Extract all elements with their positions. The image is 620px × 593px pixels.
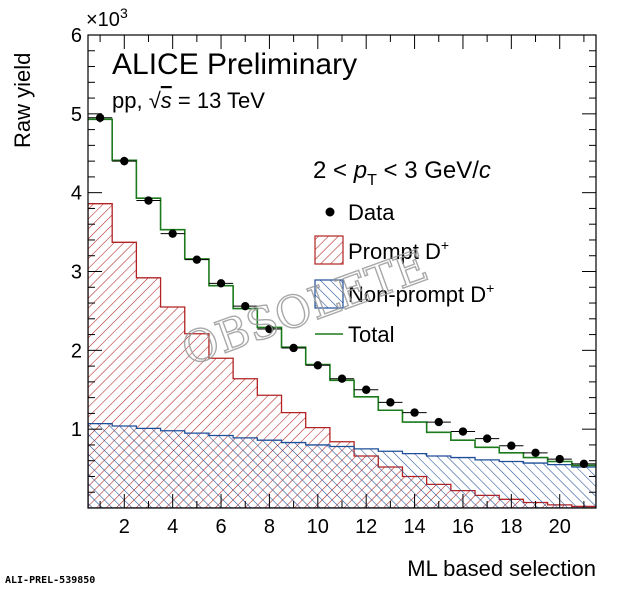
x-tick-label: 8 (264, 516, 275, 538)
data-point (329, 374, 355, 383)
data-point-marker (192, 255, 202, 264)
legend-nonprompt-label: Non-prompt D+ (348, 280, 494, 307)
data-point (88, 113, 113, 123)
data-point (499, 441, 524, 450)
data-point-marker (168, 229, 177, 238)
data-point (257, 324, 282, 334)
reference-id: ALI-PREL-539850 (5, 575, 96, 586)
x-tick-label: 18 (500, 516, 522, 538)
chart-title: ALICE Preliminary (112, 48, 357, 81)
data-point (402, 408, 427, 417)
x-tick-label: 6 (215, 516, 226, 538)
x-tick-label: 20 (549, 516, 571, 538)
y-tick-label: 2 (71, 340, 82, 362)
kinematic-range: 2 < pT < 3 GeV/c (313, 157, 491, 189)
series-layer (88, 113, 596, 508)
data-point-marker (579, 459, 589, 469)
data-point-marker (507, 441, 516, 450)
legend-item-nonprompt: Non-prompt D+ (314, 279, 494, 309)
data-point-marker (120, 156, 129, 166)
data-point-marker (216, 279, 226, 288)
legend-nonprompt-swatch (314, 279, 344, 309)
x-tick-label: 16 (452, 516, 474, 538)
legend-data-marker (325, 207, 335, 217)
data-point-marker (289, 343, 298, 353)
data-point-marker (531, 448, 540, 458)
x-axis-label: ML based selection (407, 556, 596, 581)
y-axis-label: Raw yield (10, 53, 35, 148)
data-point-marker (241, 301, 250, 311)
data-point (547, 454, 572, 464)
legend-item-total: Total (315, 322, 394, 347)
y-multiplier: ×103 (86, 5, 128, 31)
y-tick-label: 6 (71, 25, 82, 47)
data-point-marker (144, 196, 153, 205)
y-tick-label: 1 (71, 419, 82, 441)
data-point-marker (434, 417, 443, 427)
data-point (426, 417, 451, 427)
nonprompt-histogram (88, 422, 596, 508)
data-point-marker (386, 398, 395, 407)
legend-prompt-label: Prompt D+ (348, 237, 449, 264)
y-tick-label: 4 (71, 183, 82, 205)
data-point (160, 229, 185, 238)
data-point-marker (555, 454, 564, 464)
legend-item-prompt: Prompt D+ (314, 235, 449, 265)
data-point (354, 385, 379, 394)
data-point-marker (361, 385, 371, 394)
x-tick-label: 10 (307, 516, 329, 538)
legend-item-data: Data (325, 200, 395, 225)
data-point-marker (410, 408, 419, 417)
y-tick-label: 5 (71, 104, 82, 126)
data-point-marker (265, 324, 274, 334)
data-point-marker (337, 374, 347, 383)
data-point (208, 279, 234, 288)
x-tick-label: 2 (119, 516, 130, 538)
x-tick-label: 14 (403, 516, 425, 538)
y-tick-label: 3 (71, 262, 82, 284)
data-point (281, 343, 306, 353)
data-point (112, 156, 137, 166)
legend-total-label: Total (348, 322, 394, 347)
x-tick-label: 12 (355, 516, 377, 538)
data-point (475, 434, 500, 443)
data-point-marker (313, 361, 323, 370)
data-point (378, 398, 403, 407)
data-point (184, 255, 209, 264)
data-point (136, 196, 161, 205)
x-tick-label: 4 (167, 516, 178, 538)
legend: Data Prompt D+ Non-prompt D+ Total (314, 200, 494, 347)
data-point (523, 448, 548, 458)
data-point (233, 301, 258, 311)
data-point-marker (482, 434, 492, 443)
data-point (450, 427, 476, 436)
data-point-marker (458, 427, 468, 436)
data-point-marker (95, 113, 105, 122)
chart-subtitle: pp, √s = 13 TeV (112, 88, 265, 113)
legend-data-label: Data (348, 200, 395, 225)
data-point (305, 361, 330, 370)
legend-prompt-swatch (314, 235, 344, 265)
data-point (571, 459, 596, 469)
